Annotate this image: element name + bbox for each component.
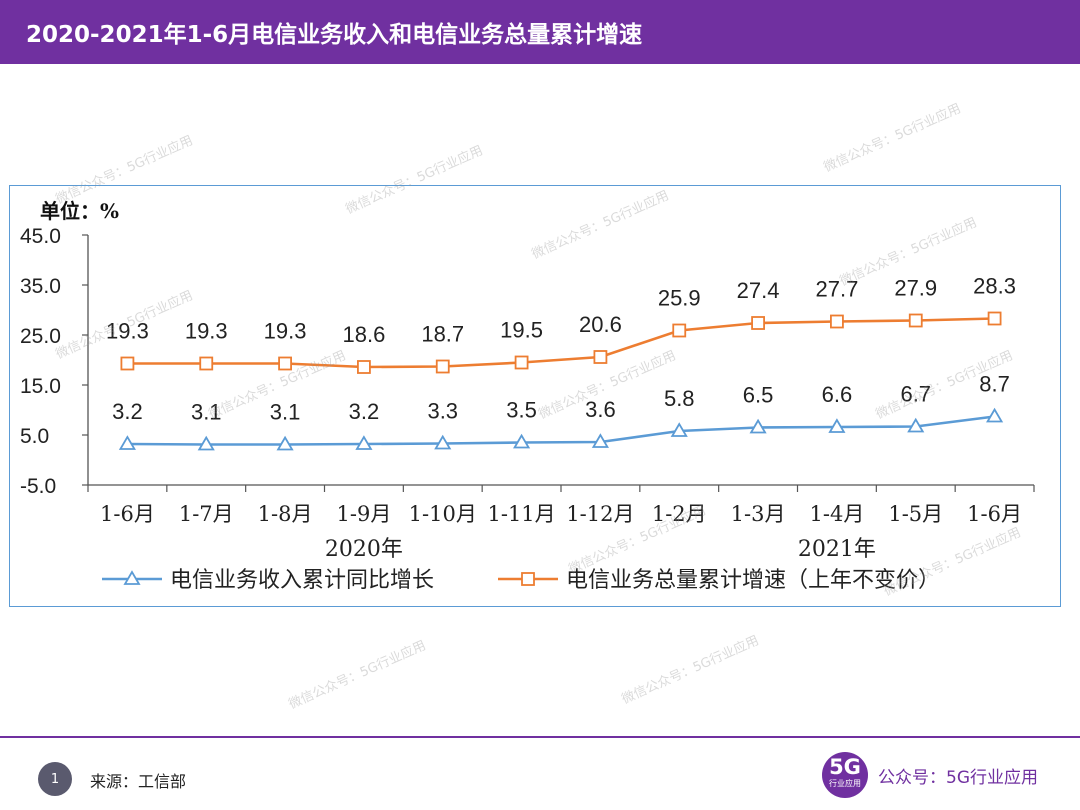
x-tick-label: 1-4月 (810, 502, 865, 526)
watermark-text: 微信公众号：5G行业应用 (619, 633, 762, 708)
x-tick-label: 1-9月 (337, 502, 392, 526)
chart-frame: 45.0 35.0 25.0 15.0 5.0 -5.0 1-6月 1-7月 1-8月 1-9月 1… (9, 185, 1061, 607)
data-point-marker (118, 435, 136, 450)
data-point-marker (751, 316, 765, 330)
legend-marker (123, 570, 141, 585)
data-label: 28.3 (973, 274, 1016, 299)
watermark-text: 微信公众号：5G行业应用 (821, 101, 964, 176)
x-tick-label: 1-7月 (179, 502, 234, 526)
data-point-marker (591, 433, 609, 448)
data-label: 20.6 (579, 312, 622, 337)
data-point-marker (513, 433, 531, 449)
data-label: 6.6 (822, 382, 853, 407)
brand-logo: 5G 行业应用 (822, 752, 868, 798)
data-point-marker (830, 314, 844, 329)
unit-label: 单位：% (40, 199, 120, 223)
data-label: 18.6 (343, 322, 386, 347)
y-tick-label: 45.0 (20, 225, 61, 248)
data-point-marker (435, 359, 450, 374)
data-label: 6.5 (743, 383, 774, 408)
x-tick-label: 1-6月 (100, 502, 155, 526)
x-tick-label: 1-3月 (731, 502, 786, 526)
data-label: 18.7 (421, 322, 464, 347)
data-label: 5.8 (664, 386, 695, 411)
series-line (127, 415, 995, 446)
data-point-marker (987, 311, 1002, 326)
data-point-marker (908, 313, 923, 328)
data-point-marker (278, 356, 292, 371)
data-point-marker (197, 435, 215, 451)
data-point-marker (355, 435, 373, 450)
data-point-marker (672, 323, 687, 338)
data-point-marker (593, 350, 608, 364)
footer-divider (0, 736, 1080, 738)
y-tick-label: 25.0 (20, 325, 61, 348)
year-group-label: 2020年 (325, 537, 403, 562)
data-point-marker (434, 434, 452, 450)
page-title-bar: 2020-2021年1-6月电信业务收入和电信业务总量累计增速 (0, 0, 1080, 64)
data-point-marker (514, 355, 529, 370)
x-tick-label: 1-2月 (652, 502, 707, 526)
data-label: 19.3 (106, 319, 149, 344)
y-tick-label: 35.0 (20, 275, 61, 298)
x-tick-label: 1-5月 (888, 502, 943, 526)
data-point-marker (120, 356, 135, 371)
data-label: 3.2 (112, 399, 143, 424)
data-label: 8.7 (979, 372, 1010, 397)
data-point-marker (907, 417, 925, 433)
x-tick-label: 1-6月 (967, 502, 1022, 526)
data-label: 19.3 (264, 319, 307, 344)
data-point-marker (749, 418, 767, 434)
source-note: 来源：工信部 (90, 772, 187, 791)
data-point-marker (199, 356, 214, 371)
data-label: 3.5 (506, 398, 537, 423)
y-tick-label: 15.0 (20, 375, 61, 398)
data-label: 6.7 (900, 382, 931, 407)
data-label: 3.6 (585, 397, 616, 422)
y-tick-label: 5.0 (20, 425, 49, 448)
data-label: 25.9 (658, 286, 701, 311)
data-point-marker (828, 418, 846, 433)
data-label: 27.4 (737, 278, 780, 303)
series-line (127, 317, 995, 369)
page-number-badge: 1 (38, 762, 72, 796)
data-point-marker (670, 422, 688, 437)
data-label: 3.1 (270, 400, 301, 425)
legend-marker (521, 572, 535, 586)
data-label: 19.5 (500, 318, 543, 343)
y-tick-label: -5.0 (20, 475, 56, 498)
page-title: 2020-2021年1-6月电信业务收入和电信业务总量累计增速 (26, 22, 643, 48)
logo-sub-text: 行业应用 (829, 779, 861, 788)
data-label: 3.1 (191, 400, 222, 425)
x-tick-label: 1-12月 (566, 502, 634, 526)
x-tick-label: 1-10月 (409, 502, 477, 526)
logo-main-text: 5G (829, 755, 861, 779)
line-chart: 45.0 35.0 25.0 15.0 5.0 -5.0 1-6月 1-7月 1-8月 1-9月 1… (20, 225, 1035, 593)
x-tick-label: 1-11月 (487, 502, 555, 526)
data-label: 3.3 (427, 399, 458, 424)
account-name: 公众号：5G行业应用 (878, 768, 1038, 788)
data-point-marker (986, 407, 1004, 423)
data-label: 19.3 (185, 319, 228, 344)
data-point-marker (276, 435, 294, 451)
year-group-label: 2021年 (798, 537, 876, 562)
data-label: 27.7 (816, 277, 859, 302)
data-point-marker (357, 360, 371, 374)
watermark-text: 微信公众号：5G行业应用 (286, 638, 429, 713)
data-label: 27.9 (894, 276, 937, 301)
page-number: 1 (50, 771, 60, 787)
legend-label: 电信业务总量累计增速（上年不变价） (566, 568, 940, 593)
legend-label: 电信业务收入累计同比增长 (170, 568, 434, 593)
x-tick-label: 1-8月 (258, 502, 313, 526)
data-label: 3.2 (349, 399, 380, 424)
